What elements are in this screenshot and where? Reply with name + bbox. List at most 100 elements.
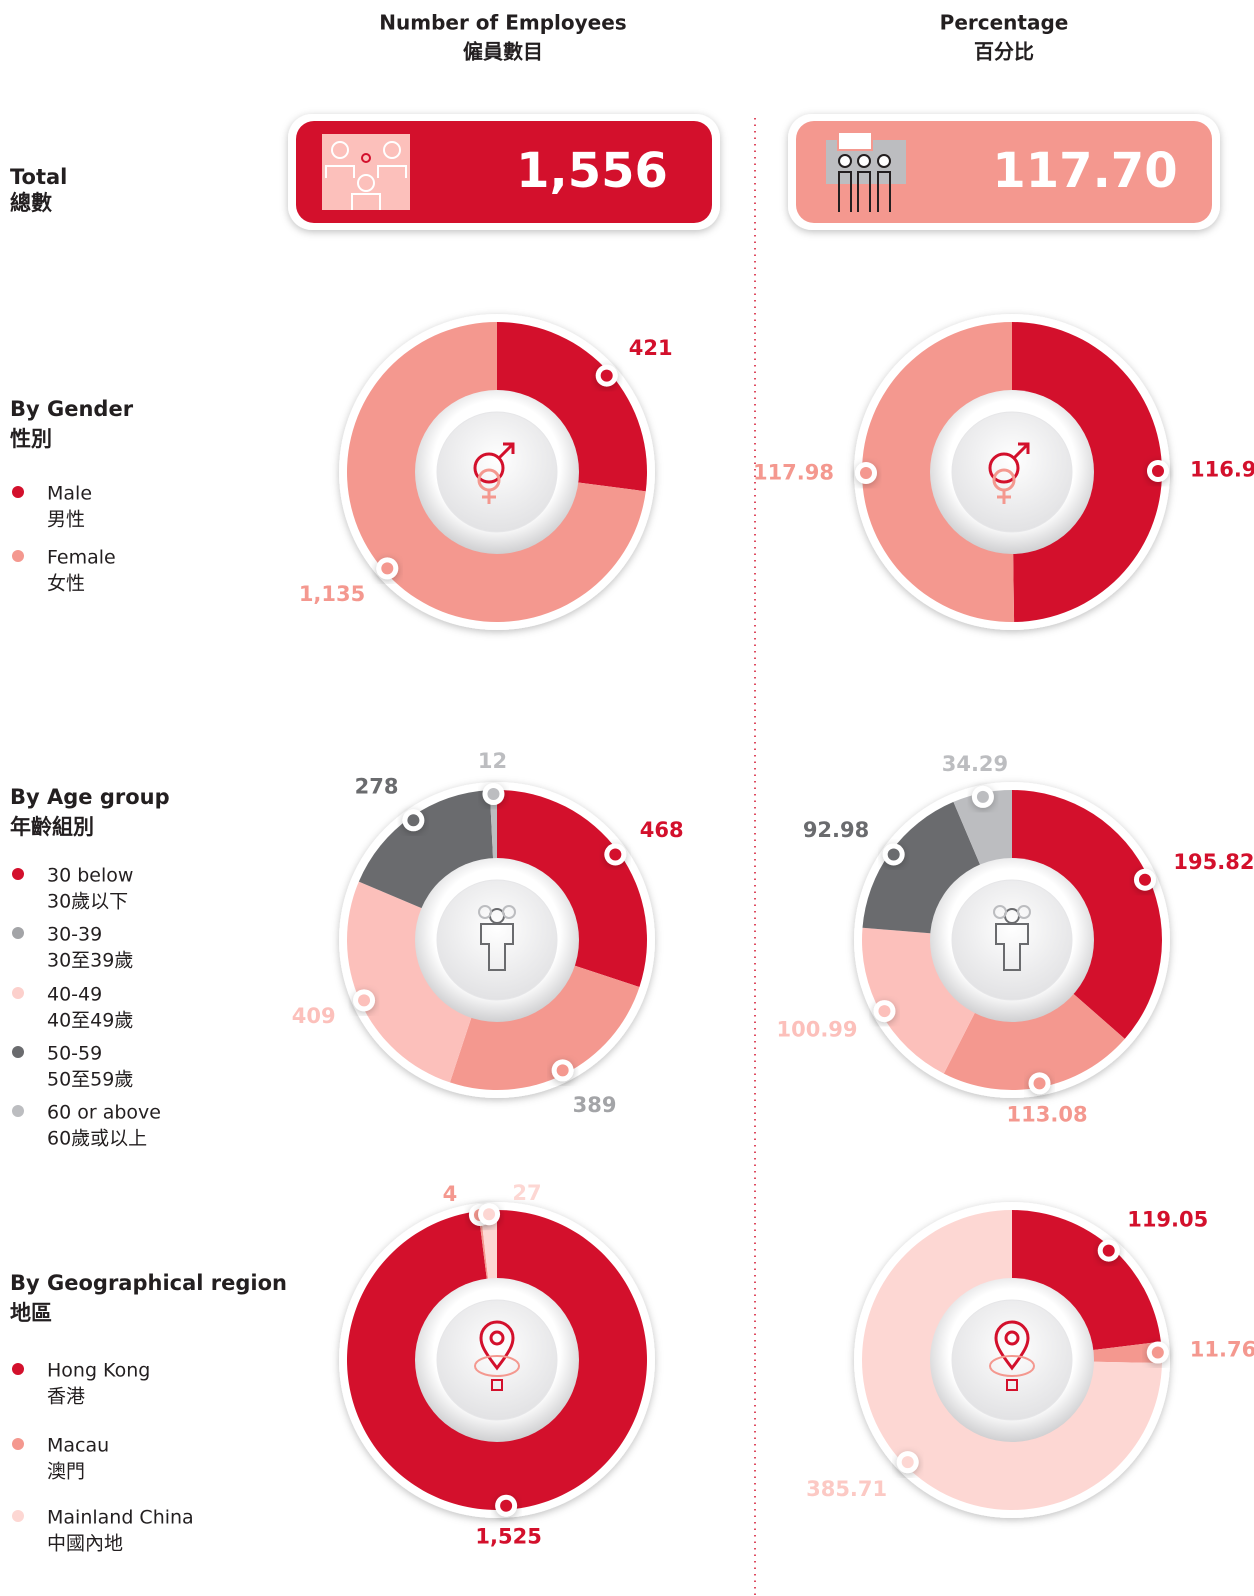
legend-label-zh: 60歲或以上: [47, 1128, 147, 1150]
section-title-en: By Gender: [10, 397, 134, 421]
legend-label-en: Macau: [47, 1435, 109, 1457]
total-percent: 117.70: [992, 143, 1177, 199]
total-title-zh: 總數: [10, 191, 52, 215]
label-dot: [556, 1064, 569, 1077]
legend-label-en: 30 below: [47, 865, 133, 887]
icon-shape: [474, 1355, 520, 1377]
donut-core: [436, 879, 558, 1001]
legend-label-en: 40-49: [47, 984, 102, 1006]
value-label: 1,135: [299, 582, 365, 606]
total-count: 1,556: [516, 143, 668, 199]
icon-shape: [480, 923, 514, 971]
label-dot: [407, 814, 420, 827]
label-dot: [901, 1456, 914, 1469]
donut-core: [951, 1299, 1073, 1421]
section-title-en: By Age group: [10, 785, 170, 809]
legend-label-en: Hong Kong: [47, 1360, 150, 1382]
value-label: 12: [478, 749, 507, 773]
icon-shape: [1017, 905, 1031, 919]
icon-shape: [1006, 1379, 1018, 1391]
icon-shape: [479, 1320, 515, 1371]
label-dot: [381, 562, 394, 575]
legend-dot: [12, 1363, 24, 1375]
section-title-zh: 地區: [10, 1301, 52, 1325]
legend-dot: [12, 868, 24, 880]
label-dot: [600, 369, 613, 382]
icon-shape: [988, 452, 1020, 484]
icon-shape: [989, 1355, 1035, 1377]
donut-core: [436, 1299, 558, 1421]
total-title-en: Total: [10, 165, 67, 189]
legend-dot: [12, 1105, 24, 1117]
value-label: 113.08: [1007, 1102, 1088, 1126]
icon-shape: [1004, 1330, 1020, 1346]
label-dot: [887, 848, 900, 861]
icon-shape: [997, 490, 1011, 504]
value-label: 421: [629, 336, 673, 360]
value-label: 34.29: [942, 752, 1008, 776]
value-label: 116.94: [1190, 458, 1254, 482]
value-label: 409: [292, 1004, 336, 1028]
label-dot: [976, 790, 989, 803]
icon-shape: [1012, 442, 1030, 460]
legend-dot: [12, 550, 24, 562]
value-label: 11.76: [1190, 1338, 1254, 1362]
label-dot: [358, 994, 371, 1007]
value-label: 195.82: [1173, 850, 1254, 874]
legend-label-zh: 50至59歲: [47, 1069, 133, 1091]
icon-shape: [995, 923, 1029, 971]
value-label: 468: [640, 818, 684, 842]
legend-label-en: Male: [47, 483, 92, 505]
legend-label-zh: 女性: [47, 573, 85, 595]
value-label: 4: [443, 1182, 458, 1206]
legend-label-zh: 30歲以下: [47, 891, 128, 913]
section-title-zh: 性別: [10, 427, 52, 451]
legend-dot: [12, 1438, 24, 1450]
header-percent-zh: 百分比: [974, 40, 1034, 64]
center-icon: [473, 442, 515, 504]
value-label: 119.05: [1127, 1208, 1208, 1232]
legend-label-en: 30-39: [47, 924, 102, 946]
label-dot: [1102, 1244, 1115, 1257]
legend-label-zh: 香港: [47, 1386, 85, 1408]
icon-shape: [478, 905, 492, 919]
label-dot: [1138, 873, 1151, 886]
icon-shape: [482, 490, 496, 504]
legend-dot: [12, 486, 24, 498]
legend-label-zh: 40至49歲: [47, 1010, 133, 1032]
legend-label-en: 60 or above: [47, 1102, 161, 1124]
legend-label-en: 50-59: [47, 1043, 102, 1065]
legend-label-zh: 中國內地: [47, 1533, 123, 1555]
icon-shape: [993, 905, 1007, 919]
staff-icon: [322, 134, 410, 210]
value-label: 92.98: [803, 818, 869, 842]
value-label: 1,525: [475, 1525, 541, 1549]
label-dot: [487, 788, 500, 801]
label-dot: [860, 467, 873, 480]
legend-dot: [12, 1046, 24, 1058]
center-icon: [988, 442, 1030, 504]
value-label: 385.71: [806, 1477, 887, 1501]
value-label: 389: [573, 1093, 617, 1117]
center-icon: [989, 1320, 1035, 1391]
value-label: 27: [512, 1181, 541, 1205]
legend-dot: [12, 987, 24, 999]
legend-label-zh: 男性: [47, 509, 85, 531]
section-title-zh: 年齡組別: [10, 815, 94, 839]
header-count-en: Number of Employees: [379, 11, 626, 35]
legend-dot: [12, 1510, 24, 1522]
label-dot: [500, 1499, 513, 1512]
label-dot: [1151, 464, 1164, 477]
icon-shape: [502, 905, 516, 919]
value-label: 278: [355, 775, 399, 799]
center-icon: [993, 905, 1031, 971]
center-icon: [478, 905, 516, 971]
icon-shape: [994, 1320, 1030, 1371]
header-percent-en: Percentage: [940, 11, 1069, 35]
legend-dot: [12, 927, 24, 939]
label-dot: [1151, 1346, 1164, 1359]
label-dot: [483, 1208, 496, 1221]
people-icon: [826, 131, 906, 212]
legend-label-zh: 30至39歲: [47, 950, 133, 972]
